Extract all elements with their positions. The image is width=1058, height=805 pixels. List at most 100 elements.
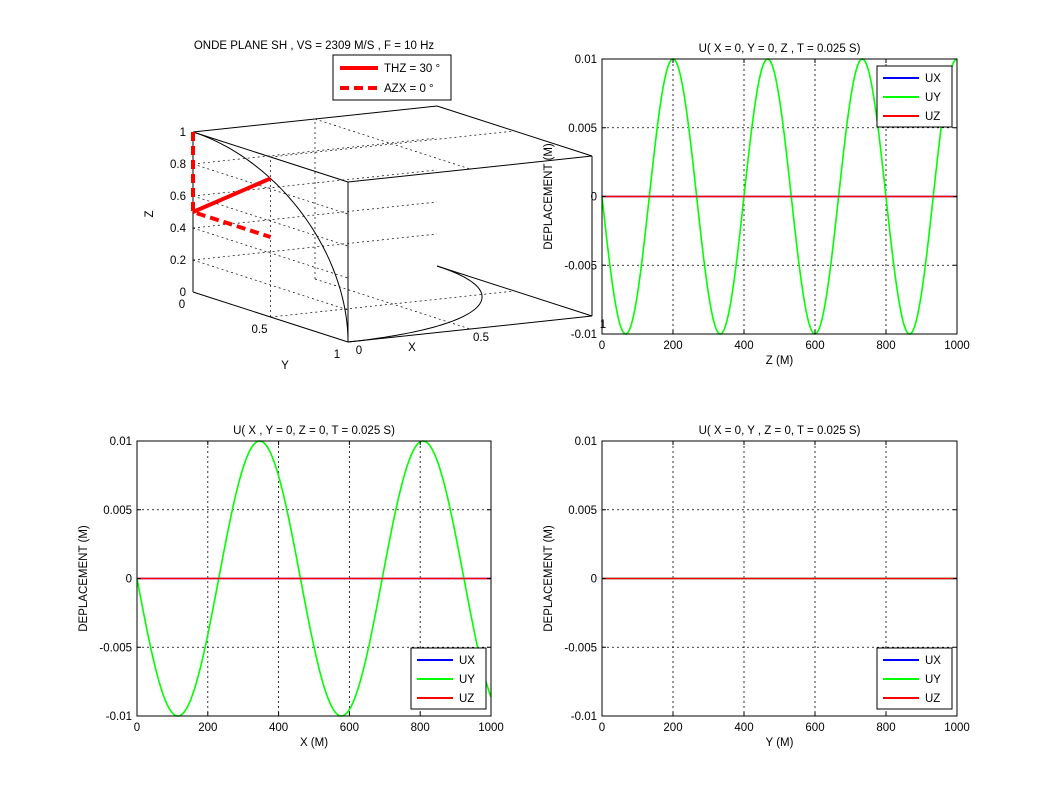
sphere-arc-yz — [192, 131, 349, 343]
x-tick-label: 400 — [269, 722, 288, 734]
y-tick-label: 1 — [334, 349, 340, 361]
y-tick-label: -0.005 — [564, 260, 597, 272]
x-axis-label: X — [408, 342, 416, 354]
y-tick-label: -0.005 — [99, 642, 132, 654]
grid-line-z-side — [192, 227, 349, 279]
y-tick-label: -0.01 — [571, 329, 597, 341]
z-tick-label: 0.2 — [170, 255, 186, 267]
legend: UX UY UZ — [410, 647, 487, 710]
box-edge — [436, 265, 593, 317]
box-edge — [192, 291, 349, 343]
grid-line-z-side — [192, 163, 349, 215]
box-edge — [192, 105, 438, 133]
series-line-azx — [191, 132, 272, 239]
legend-label-uz: UZ — [925, 693, 940, 705]
z-tick-label: 0.4 — [170, 223, 187, 235]
z-tick-label: 0.6 — [170, 191, 186, 203]
x-tick-label: 800 — [876, 722, 895, 734]
legend-label-ux: UX — [459, 655, 475, 667]
y-axis-label: DEPLACEMENT (M) — [78, 525, 90, 632]
x-tick-label: 200 — [198, 722, 217, 734]
y-tick-label: 0 — [126, 574, 132, 586]
legend-label-uz: UZ — [459, 693, 474, 705]
y-axis-label: DEPLACEMENT (M) — [543, 143, 555, 250]
z-axis-label: Z — [144, 210, 156, 217]
panel-3d: 0 0.2 0.4 0.6 0.8 1 0 0.5 1 0 0.5 1 Z Y X ONDE PLANE SH… — [144, 40, 606, 372]
grid-line-y-top — [270, 130, 515, 158]
grid-line-z-back — [192, 201, 438, 229]
z-tick-label: 0.8 — [170, 159, 186, 171]
legend: THZ = 30 ° AZX = 0 ° — [332, 54, 452, 101]
grid-line-z-back — [192, 137, 438, 165]
y-tick-label: 0.01 — [575, 54, 597, 66]
x-tick-label: 600 — [805, 340, 824, 352]
legend-label-uz: UZ — [925, 111, 940, 123]
x-tick-label: 1 — [600, 319, 606, 331]
box-edge — [347, 155, 593, 183]
y-axis-label: DEPLACEMENT (M) — [543, 525, 555, 632]
x-axis-label: Y (M) — [766, 737, 794, 749]
panel-y: 0 200 400 600 800 1000 -0.01 -0.005 0 0.005 0.01 U(… — [543, 425, 970, 749]
x-tick-label: 0.5 — [473, 332, 489, 344]
x-tick-label: 400 — [734, 340, 753, 352]
grid-line-x-top — [314, 118, 471, 170]
legend-label-thz: THZ = 30 ° — [384, 63, 440, 75]
y-tick-label: 0.5 — [252, 324, 268, 336]
x-tick-label: 600 — [805, 722, 824, 734]
legend: UX UY UZ — [876, 647, 953, 710]
chart-title: U( X , Y = 0, Z = 0, T = 0.025 S) — [233, 425, 395, 437]
y-tick-label: 0.005 — [103, 505, 132, 517]
x-axis-label: Z (M) — [766, 355, 794, 367]
y-tick-label: 0 — [591, 192, 597, 204]
box-edge — [436, 105, 593, 157]
y-axis-label: Y — [281, 360, 289, 372]
series-line-uy — [601, 58, 958, 335]
chart-title: U( X = 0, Y , Z = 0, T = 0.025 S) — [699, 425, 861, 437]
y-tick-label: 0 — [591, 574, 597, 586]
series-line-thz — [192, 176, 272, 214]
x-tick-label: 1000 — [944, 722, 970, 734]
box-edge — [347, 315, 593, 343]
grid-line-y-floor — [270, 290, 515, 318]
x-axis-label: X (M) — [300, 737, 328, 749]
x-tick-label: 400 — [734, 722, 753, 734]
x-tick-label: 200 — [663, 340, 682, 352]
y-tick-label: 0.01 — [110, 436, 132, 448]
grid-line-z-back — [192, 169, 438, 197]
legend-label-uy: UY — [925, 92, 941, 104]
sphere-arc-xy — [347, 265, 483, 343]
y-tick-label: -0.005 — [564, 642, 597, 654]
legend: UX UY UZ — [876, 65, 953, 128]
grid-line-x-floor — [314, 278, 471, 330]
x-tick-label: 200 — [663, 722, 682, 734]
y-tick-label: 0.005 — [568, 505, 597, 517]
chart-title: ONDE PLANE SH , VS = 2309 M/S , F = 10 H… — [194, 40, 435, 52]
x-tick-label: 0 — [356, 345, 362, 357]
x-tick-label: 800 — [876, 340, 895, 352]
legend-label-azx: AZX = 0 ° — [384, 83, 434, 95]
y-tick-label: 0 — [179, 299, 185, 311]
legend-box — [332, 54, 452, 101]
z-tick-label: 1 — [180, 127, 186, 139]
legend-label-ux: UX — [925, 655, 941, 667]
x-tick-label: 0 — [599, 340, 605, 352]
z-tick-label: 0 — [180, 287, 186, 299]
panel-x: 0 200 400 600 800 1000 -0.01 -0.005 0 0.005 0.01 U(… — [78, 425, 504, 749]
grid-line-z-back — [192, 233, 438, 261]
x-tick-label: 0 — [599, 722, 605, 734]
legend-label-uy: UY — [459, 674, 475, 686]
legend-label-uy: UY — [925, 674, 941, 686]
x-tick-label: 1000 — [944, 340, 970, 352]
y-tick-label: -0.01 — [571, 711, 597, 723]
x-tick-label: 800 — [411, 722, 430, 734]
x-tick-label: 0 — [134, 722, 140, 734]
x-tick-label: 600 — [340, 722, 359, 734]
legend-label-ux: UX — [925, 73, 941, 85]
y-tick-label: 0.01 — [575, 436, 597, 448]
y-tick-label: 0.005 — [568, 123, 597, 135]
panel-z: 0 200 400 600 800 1000 -0.01 -0.005 0 0.005 0.01 U(… — [543, 43, 970, 367]
box-edge — [192, 131, 349, 183]
x-tick-label: 1000 — [478, 722, 504, 734]
series-line-uy — [136, 440, 492, 717]
